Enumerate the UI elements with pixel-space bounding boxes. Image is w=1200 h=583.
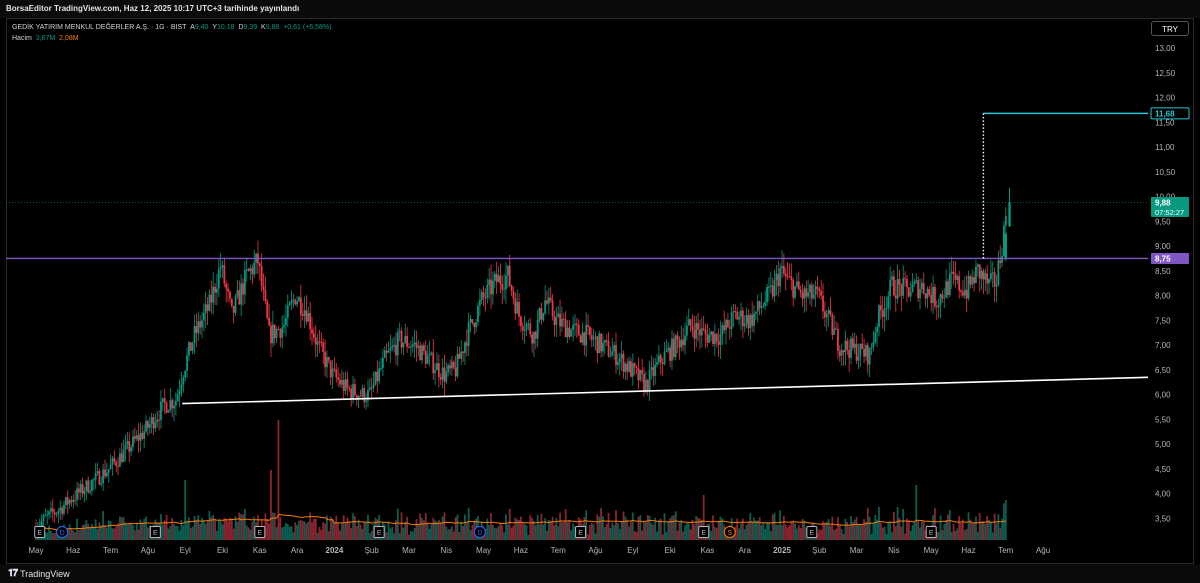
tv-logo-icon: 𝟏𝟕 [8,568,18,579]
volume-ma-value: 2,08M [59,35,79,42]
high-label: Y [212,24,218,31]
low-value: 9,39 [243,24,258,31]
tradingview-logo[interactable]: 𝟏𝟕 TradingView [8,568,70,579]
volume-label[interactable]: Hacim [12,35,32,42]
chart-legend: GEDİK YATIRIM MENKUL DEĞERLER A.Ş. · 1G … [12,22,331,44]
high-value: 10,18 [217,24,235,31]
symbol-name[interactable]: GEDİK YATIRIM MENKUL DEĞERLER A.Ş. · 1G … [12,24,187,31]
publish-header: BorsaEditor TradingView.com, Haz 12, 202… [0,0,1200,18]
publish-line: BorsaEditor TradingView.com, Haz 12, 202… [6,4,300,13]
volume-value: 3,67M [35,35,56,42]
low-label: D [238,24,244,31]
chart-panel[interactable] [6,18,1194,564]
open-label: A [190,24,195,31]
close-value: 9,88 [265,24,280,31]
close-label: K [261,24,266,31]
footer-bar [0,564,1200,583]
change-value: +0,61 (+6,58%) [283,24,332,31]
ohlc-legend: GEDİK YATIRIM MENKUL DEĞERLER A.Ş. · 1G … [12,22,331,33]
currency-button[interactable]: TRY [1151,21,1189,36]
tv-brand-text: TradingView [20,568,70,579]
volume-legend: Hacim 3,67M 2,08M [12,33,331,44]
open-value: 9,40 [194,24,209,31]
